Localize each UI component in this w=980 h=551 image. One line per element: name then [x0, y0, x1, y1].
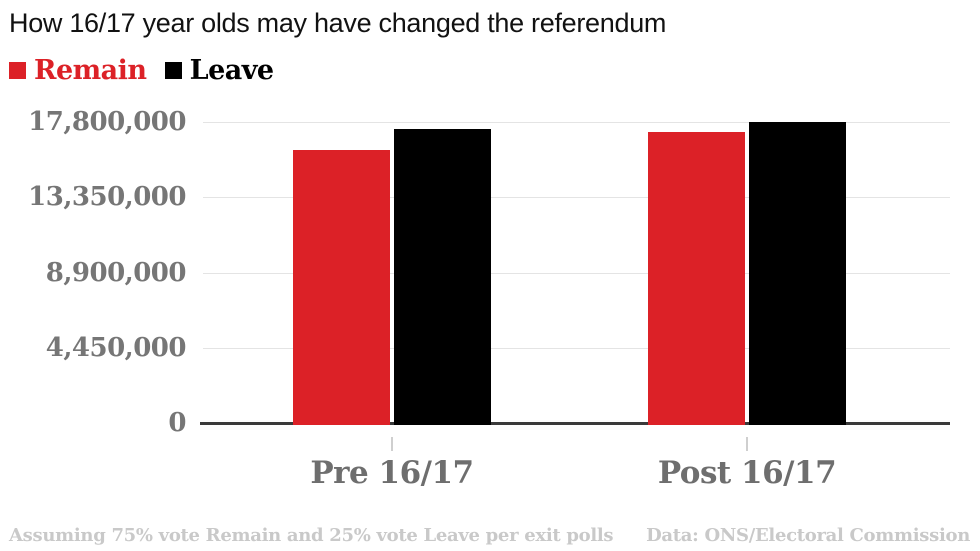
x-axis-tick — [746, 437, 748, 451]
bar-remain — [648, 131, 745, 425]
y-tick-label: 0 — [168, 408, 186, 438]
bar-leave — [749, 122, 846, 425]
legend-item-leave: Leave — [164, 55, 275, 86]
chart-title: How 16/17 year olds may have changed the… — [9, 8, 667, 38]
data-source: Data: ONS/Electoral Commission — [646, 525, 970, 546]
x-axis-baseline — [200, 422, 950, 425]
bar-group — [648, 122, 846, 425]
legend-label-leave: Leave — [189, 55, 275, 86]
legend-swatch-remain-icon — [9, 62, 26, 79]
legend-swatch-leave-icon — [164, 62, 182, 79]
y-tick-label: 13,350,000 — [28, 182, 186, 213]
legend: Remain Leave — [9, 57, 274, 84]
y-gridline — [203, 347, 950, 349]
plot-area: 17,800,000 13,350,000 8,900,000 4,450,000 0 P… — [0, 107, 950, 491]
x-axis-label: Pre 16/17 — [310, 455, 474, 491]
legend-label-remain: Remain — [34, 55, 147, 86]
x-axis-tick — [391, 437, 393, 451]
chart-footnote: Assuming 75% vote Remain and 25% vote Le… — [9, 525, 614, 546]
y-gridline — [203, 197, 950, 199]
bar-remain — [293, 150, 390, 425]
x-axis-label: Post 16/17 — [657, 455, 837, 491]
legend-item-remain: Remain — [9, 57, 147, 84]
y-tick-label: 17,800,000 — [28, 107, 186, 137]
bar-leave — [394, 128, 491, 425]
y-gridline — [203, 122, 950, 123]
y-tick-label: 4,450,000 — [45, 332, 187, 363]
bar-group — [293, 122, 491, 425]
y-tick-label: 8,900,000 — [45, 257, 187, 288]
y-gridline — [203, 272, 950, 274]
